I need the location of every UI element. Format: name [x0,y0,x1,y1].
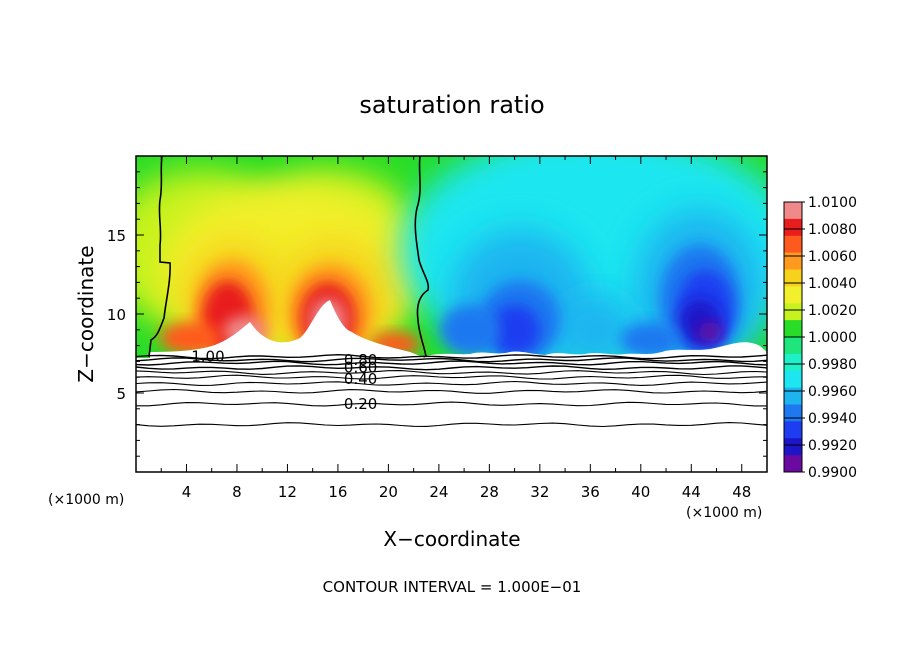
x-unit-left: (×1000 m) [48,492,124,508]
saturation-field [136,156,767,358]
field-blob [698,322,722,342]
contour-line [136,388,767,394]
contour-line [136,370,767,376]
field-blob [555,295,635,358]
colorbar-segment [784,252,802,270]
colorbar-segment [784,438,802,456]
colorbar-segment [784,269,802,287]
x-tick-label: 4 [182,483,192,501]
x-tick-label: 20 [379,483,398,501]
colorbar-segment [784,455,802,473]
y-tick-label: 15 [107,227,126,245]
x-tick-label: 32 [530,483,549,501]
x-tick-label: 36 [581,483,600,501]
x-unit-right: (×1000 m) [686,505,762,521]
colorbar-segment [784,218,802,237]
y-axis: 5 10 15 [107,171,767,457]
contour-interval-note: CONTOUR INTERVAL = 1.000E−01 [323,578,582,596]
contour-lines [136,353,767,428]
cloud-cavity [150,300,425,358]
colorbar-segment [784,303,802,321]
colorbar-segment [784,387,802,405]
contour-line [136,353,767,360]
colorbar-tick-label: 0.9940 [808,411,857,427]
contour-labels: 1.00 0.800.600.40 0.20 [191,348,377,413]
colorbar-tick-label: 1.0060 [808,249,857,265]
contour-label: 0.80 [344,351,377,369]
x-axis-label: X−coordinate [383,527,520,551]
field-blob [620,322,680,358]
colorbar-tick-label: 1.0040 [808,276,857,292]
colorbar-tick-label: 0.9960 [808,384,857,400]
colorbar-segment [784,370,802,389]
contour-s-1.00 [148,155,171,358]
contour-label: 0.40 [344,370,377,388]
contour-line [136,360,767,366]
contour-line [136,401,767,407]
colorbar: 1.0100 1.0080 1.0060 1.0040 1.0020 1.0000 0.99… [783,195,857,481]
chart-title: saturation ratio [359,91,544,119]
y-axis-label: Z−coordinate [74,245,98,382]
colorbar-segment [784,421,802,439]
contour-line [136,374,767,380]
colorbar-tick-label: 1.0080 [808,222,857,238]
x-tick-label: 40 [631,483,650,501]
colorbar-segment [784,353,802,372]
y-tick-label: 10 [107,306,126,324]
contour-line [136,380,767,386]
colorbar-segment [784,404,802,422]
x-tick-label: 12 [278,483,297,501]
x-tick-label: 28 [480,483,499,501]
field-blob [490,305,540,355]
contour-s-1.00-b [414,155,430,358]
contour-line [136,357,767,363]
x-tick-label: 8 [232,483,242,501]
x-tick-label: 48 [732,483,751,501]
field-blob [440,305,500,355]
colorbar-tick-label: 1.0020 [808,303,857,319]
colorbar-segment [784,337,802,355]
colorbar-segment [784,235,802,254]
colorbar-tick-label: 0.9920 [808,438,857,454]
colorbar-segment [784,286,802,304]
field-blob [160,322,220,354]
colorbar-tick-label: 1.0000 [808,330,857,346]
colorbar-segment [784,202,802,220]
x-tick-label: 24 [429,483,448,501]
x-axis: 4 8 12 16 20 24 28 32 36 40 44 48 [160,156,751,501]
contour-line [136,365,767,371]
x-tick-label: 16 [328,483,347,501]
colorbar-tick-label: 0.9900 [808,465,857,481]
surface-white [425,342,767,358]
colorbar-segment [784,320,802,338]
contour-line [136,422,767,428]
contour-label: 0.20 [344,395,377,413]
x-tick-label: 44 [682,483,701,501]
colorbar-tick-label: 0.9980 [808,357,857,373]
contour-label: 0.60 [344,359,377,377]
colorbar-tick-label: 1.0100 [808,195,857,211]
y-tick-label: 5 [116,385,126,403]
contour-label: 1.00 [191,348,224,366]
